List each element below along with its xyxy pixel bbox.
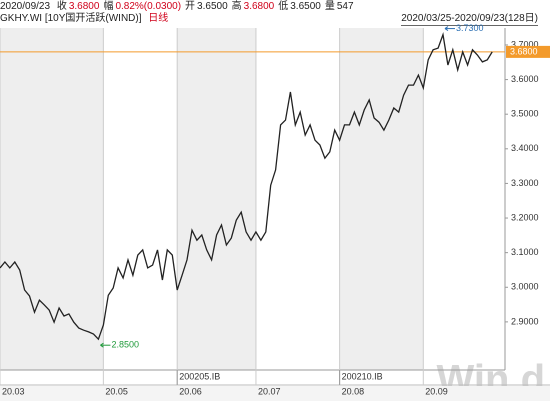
x-tick-label: 20.03: [2, 386, 25, 396]
annotation-label: 2.8500: [111, 340, 139, 350]
field-label: 收: [56, 1, 67, 12]
x-tick-label: 20.07: [258, 386, 281, 396]
quote-date: 2020/09/23: [0, 1, 51, 12]
field-label: 量: [324, 1, 335, 12]
x-tick-label: 20.06: [179, 386, 202, 396]
annotation-label: 3.7300: [456, 23, 484, 33]
price-line: [0, 32, 493, 341]
y-tick-label: 3.7000: [511, 39, 539, 49]
contract-label: 200205.IB: [179, 371, 220, 381]
field-label: 开: [185, 1, 196, 12]
quote-bar: 2020/09/23 收 3.6800 幅 0.82%(0.0300) 开 3.6500 高…: [0, 1, 358, 13]
annotation-head: [444, 26, 449, 31]
instrument-bar: GKHY.WI [10Y国开活跃(WIND)] 日线 2020/03/25-20…: [0, 13, 550, 26]
field-value: 3.6800: [243, 1, 275, 12]
instrument: GKHY.WI [10Y国开活跃(WIND)]: [0, 13, 142, 24]
field-value: 0.82%(0.0300): [115, 1, 182, 12]
field-label: 低: [278, 1, 289, 12]
month-band: [177, 28, 256, 370]
month-band: [0, 28, 104, 370]
y-tick-label: 3.2000: [511, 212, 539, 222]
y-tick-label: 3.5000: [511, 109, 539, 119]
annotation-head: [100, 342, 104, 348]
field-label: 高: [231, 1, 242, 12]
y-tick-label: 3.4000: [511, 143, 539, 153]
last-value-box: [506, 45, 550, 58]
y-tick-label: 3.3000: [511, 178, 539, 188]
field-value: 3.6500: [290, 1, 321, 12]
y-tick-label: 3.1000: [511, 247, 539, 257]
field-value: 3.6800: [68, 1, 100, 12]
x-tick-label: 20.09: [425, 386, 448, 396]
field-value: 547: [336, 1, 354, 12]
y-tick-label: 3.6000: [511, 74, 539, 84]
date-range[interactable]: 2020/03/25-2020/09/23(128日): [401, 13, 538, 26]
field-label: 幅: [103, 1, 114, 12]
month-band: [339, 28, 424, 370]
y-tick-label: 2.9000: [511, 316, 539, 326]
y-tick-label: 3.0000: [511, 282, 539, 292]
period: 日线: [148, 13, 169, 24]
contract-label: 200210.IB: [342, 371, 383, 381]
x-tick-label: 20.05: [105, 386, 128, 396]
field-value: 3.6500: [197, 1, 228, 12]
x-tick-label: 20.08: [342, 386, 365, 396]
scroll-bar: [0, 386, 550, 401]
last-value-label: 3.6800: [510, 46, 538, 56]
